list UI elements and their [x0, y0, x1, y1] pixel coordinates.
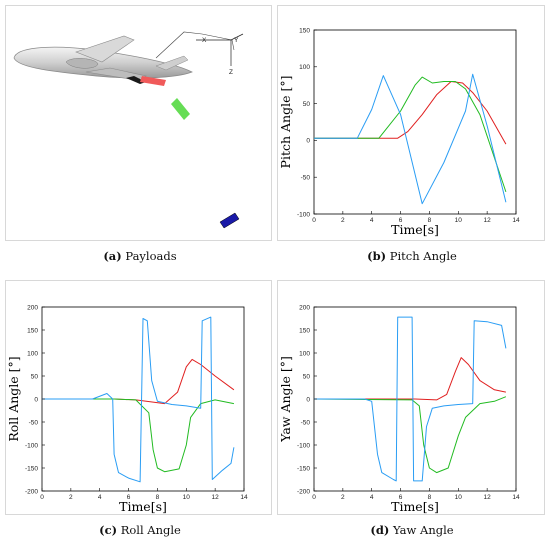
roll-series-line-1: [42, 358, 235, 405]
yaw-chart: 0 2 4 6 8 10 12 14 -200 -150 -100 -50 0 50 100 150 200 T…: [278, 304, 520, 514]
yaw-xlabel: Time[s]: [391, 499, 439, 514]
yaw-xtick-label: 14: [512, 494, 520, 501]
yaw-ytick-label: 100: [299, 350, 310, 357]
yaw-xtick-label: 4: [370, 494, 374, 501]
roll-ytick-label: 0: [34, 396, 38, 403]
pitch-xtick-label: 10: [455, 217, 463, 224]
payload-green: [171, 98, 190, 120]
yaw-xtick-label: 2: [341, 494, 345, 501]
pitch-ytick-label: -100: [297, 211, 310, 218]
pitch-xtick-label: 0: [312, 217, 316, 224]
ramp-line: [155, 31, 235, 59]
yaw-ytick-label: 50: [303, 373, 311, 380]
payload-red: [140, 76, 166, 86]
axes-triad: [196, 33, 244, 66]
caption-b-letter: (b): [367, 249, 387, 263]
yaw-ytick-label: -150: [297, 465, 310, 472]
roll-ytick-label: 150: [27, 327, 38, 334]
aircraft-shape: [13, 35, 193, 84]
pitch-xtick-label: 14: [512, 217, 520, 224]
caption-d-letter: (d): [370, 523, 390, 537]
pitch-xtick-label: 4: [370, 217, 374, 224]
payload-blue: [219, 212, 240, 229]
yaw-series-line-3: [314, 316, 507, 482]
pitch-ytick-label: 50: [303, 101, 311, 108]
caption-d: (d) Yaw Angle: [277, 523, 547, 537]
roll-xtick-label: 8: [156, 494, 160, 501]
caption-c-text: Roll Angle: [120, 523, 181, 537]
roll-chart: 0 2 4 6 8 10 12 14 -200 -150 -100 -50 0 50 100 150 200 T…: [6, 304, 248, 514]
caption-b-text: Pitch Angle: [389, 249, 457, 263]
yaw-xtick-label: 10: [455, 494, 463, 501]
yaw-ytick-label: 150: [299, 327, 310, 334]
roll-ytick-label: -50: [29, 419, 39, 426]
payloads-scene: X Y Z: [13, 31, 244, 229]
pitch-chart: 0 2 4 6 8 10 12 14 -100 -50 0 50 100 150 Time[s] Pitc…: [278, 27, 520, 237]
caption-b: (b) Pitch Angle: [277, 249, 547, 263]
roll-xtick-label: 12: [212, 494, 220, 501]
caption-c: (c) Roll Angle: [5, 523, 275, 537]
roll-ytick-label: 200: [27, 304, 38, 311]
pitch-ytick-label: 0: [306, 138, 310, 145]
yaw-series-line-2: [313, 396, 507, 474]
roll-xlabel: Time[s]: [119, 499, 167, 514]
caption-a-text: Payloads: [125, 249, 177, 263]
caption-c-letter: (c): [99, 523, 118, 537]
axis-x-label: X: [202, 37, 207, 44]
yaw-ytick-label: -50: [301, 419, 311, 426]
roll-ytick-label: -200: [25, 488, 38, 495]
roll-series-line-2: [42, 398, 234, 473]
pitch-xtick-label: 2: [341, 217, 345, 224]
roll-xtick-label: 6: [127, 494, 131, 501]
pitch-ytick-label: 150: [299, 27, 310, 34]
roll-xtick-label: 4: [98, 494, 102, 501]
pitch-series-line-2: [314, 76, 507, 193]
yaw-ytick-label: 200: [299, 304, 310, 311]
yaw-xtick-label: 6: [399, 494, 403, 501]
pitch-xtick-label: 6: [399, 217, 403, 224]
axis-z-label: Z: [229, 69, 233, 76]
pitch-ytick-label: 100: [299, 64, 310, 71]
pitch-series-line-3: [314, 73, 507, 205]
pitch-xtick-label: 8: [428, 217, 432, 224]
pitch-xtick-label: 12: [484, 217, 492, 224]
pitch-plot-frame: [313, 29, 517, 215]
roll-xtick-label: 10: [183, 494, 191, 501]
roll-ytick-label: -100: [25, 442, 38, 449]
payloads-panel: X Y Z: [5, 5, 272, 241]
yaw-ytick-label: -100: [297, 442, 310, 449]
yaw-xtick-label: 12: [484, 494, 492, 501]
pitch-xlabel: Time[s]: [391, 222, 439, 237]
roll-xtick-label: 0: [40, 494, 44, 501]
caption-a: (a) Payloads: [5, 249, 275, 263]
yaw-series-line-1: [314, 357, 506, 401]
yaw-xtick-label: 8: [428, 494, 432, 501]
roll-ylabel: Roll Angle [°]: [6, 356, 21, 441]
caption-a-letter: (a): [103, 249, 122, 263]
roll-ytick-label: 100: [27, 350, 38, 357]
roll-xtick-label: 2: [69, 494, 73, 501]
yaw-ylabel: Yaw Angle [°]: [278, 356, 293, 443]
pitch-ytick-label: -50: [301, 175, 311, 182]
pitch-panel: 0 2 4 6 8 10 12 14 -100 -50 0 50 100 150 Time[s] Pitc…: [277, 5, 545, 241]
roll-panel: 0 2 4 6 8 10 12 14 -200 -150 -100 -50 0 50 100 150 200 T…: [5, 280, 272, 515]
yaw-ytick-label: -200: [297, 488, 310, 495]
pitch-ylabel: Pitch Angle [°]: [278, 76, 293, 169]
yaw-ytick-label: 0: [306, 396, 310, 403]
roll-ytick-label: 50: [31, 373, 39, 380]
yaw-panel: 0 2 4 6 8 10 12 14 -200 -150 -100 -50 0 50 100 150 200 T…: [277, 280, 545, 515]
yaw-xtick-label: 0: [312, 494, 316, 501]
caption-d-text: Yaw Angle: [392, 523, 454, 537]
roll-ytick-label: -150: [25, 465, 38, 472]
axis-y-label: Y: [234, 37, 239, 44]
roll-xtick-label: 14: [240, 494, 248, 501]
roll-series-line-3: [42, 316, 235, 483]
